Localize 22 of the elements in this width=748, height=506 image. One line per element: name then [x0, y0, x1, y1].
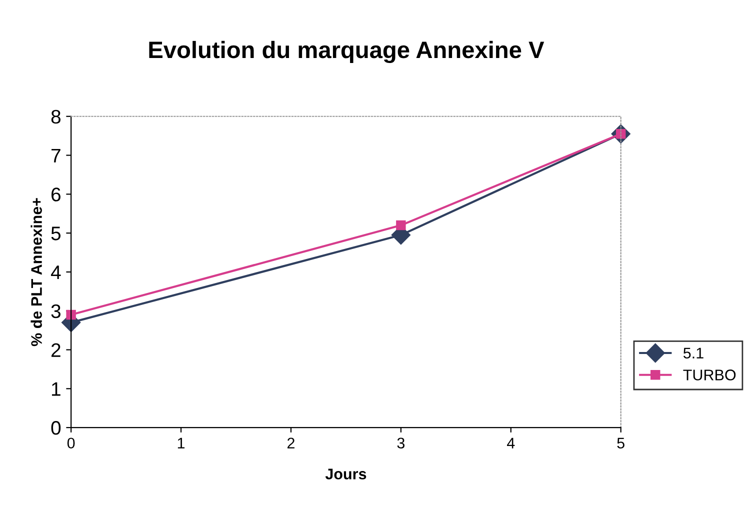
x-tick-label: 5	[617, 438, 624, 449]
y-tick-label: 5	[51, 226, 61, 240]
y-tick-label: 4	[50, 266, 61, 280]
y-tick-label: 1	[52, 382, 60, 396]
y-tick-label: 7	[52, 148, 60, 162]
x-tick-label: 3	[397, 438, 405, 449]
y-axis-title: % de PLT Annexine+	[30, 198, 42, 346]
y-tick-label: 6	[52, 188, 60, 202]
y-tick-label: 3	[51, 304, 60, 318]
legend-label: 5.1	[683, 348, 704, 358]
x-tick-label: 1	[178, 438, 185, 448]
y-tick-label: 2	[52, 343, 60, 357]
chart-title: Evolution du marquage Annexine V	[149, 40, 544, 64]
x-tick-label: 0	[67, 438, 75, 449]
legend-label: TURBO	[683, 370, 736, 380]
point	[396, 220, 406, 230]
x-axis-title: Jours	[325, 468, 366, 480]
point	[66, 310, 76, 320]
y-tick-label: 0	[51, 421, 61, 435]
x-tick-label: 4	[506, 438, 515, 448]
y-tick-label: 8	[51, 110, 60, 124]
x-tick-label: 2	[287, 438, 294, 448]
